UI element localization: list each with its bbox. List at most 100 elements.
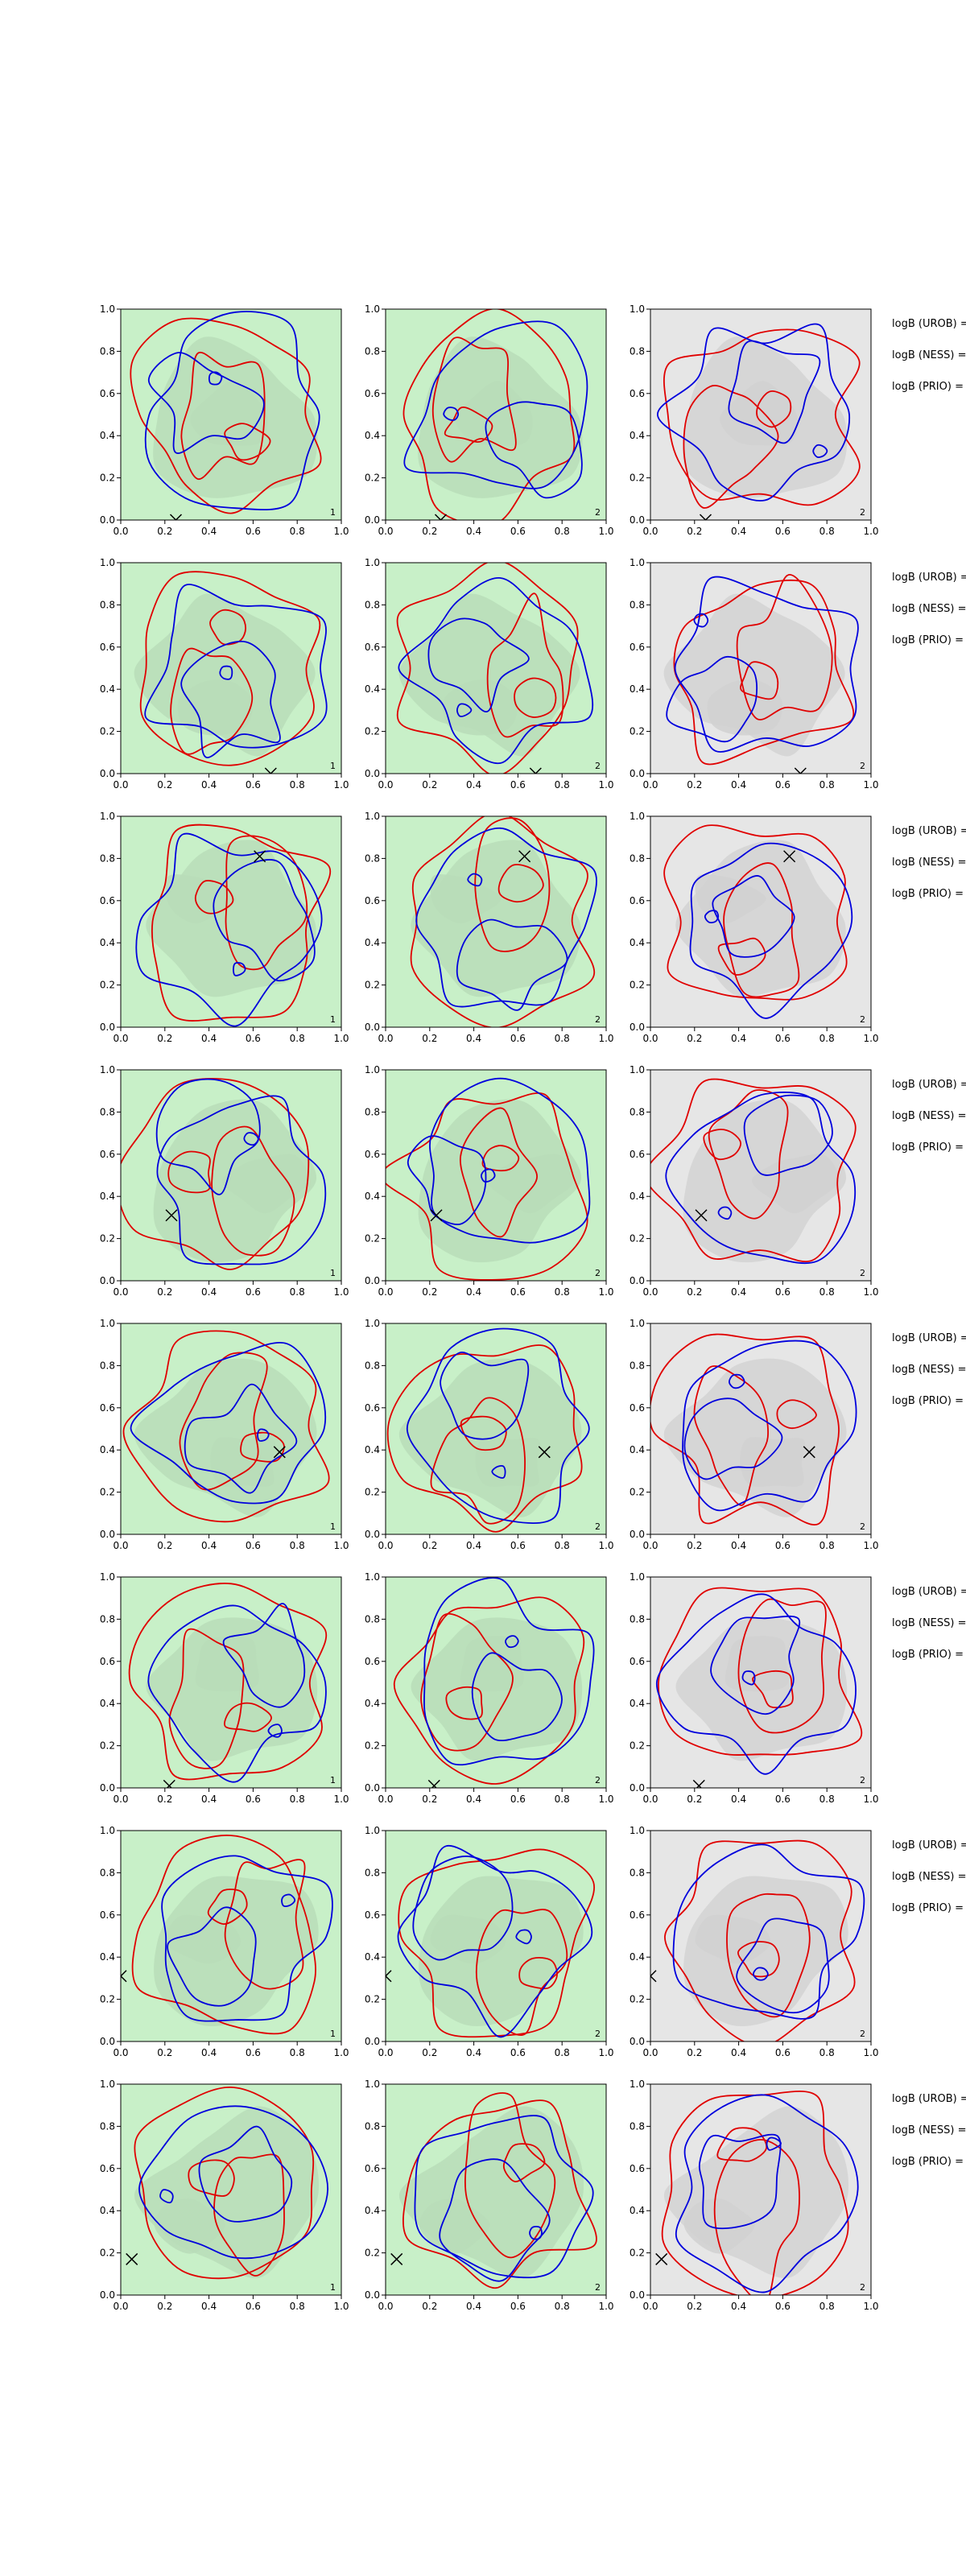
- x-tick-label: 1.0: [863, 1033, 878, 1044]
- y-tick-label: 0.6: [365, 2163, 380, 2174]
- y-tick-label: 0.4: [100, 2205, 115, 2216]
- x-marker: [783, 850, 796, 863]
- y-tick-label: 0.6: [630, 642, 645, 653]
- red-contour: [194, 880, 234, 914]
- blue-contour: [208, 371, 223, 386]
- y-tick-label: 1.0: [630, 303, 645, 315]
- blue-contour: [672, 1843, 865, 2020]
- blue-contour: [257, 1428, 270, 1442]
- y-tick-label: 0.8: [365, 1360, 380, 1371]
- y-tick-label: 0.8: [100, 599, 115, 610]
- blue-contour: [219, 665, 233, 680]
- logb-label: logB (UROB) =: [892, 1332, 966, 1344]
- x-marker: [538, 1446, 551, 1459]
- red-contour: [752, 1670, 794, 1709]
- x-marker: [803, 1446, 815, 1459]
- red-contour: [431, 336, 517, 463]
- y-tick-label: 0.4: [365, 1951, 380, 1963]
- y-tick-label: 1.0: [630, 811, 645, 822]
- x-tick-label: 0.4: [731, 2047, 746, 2058]
- y-tick-label: 0.2: [630, 1233, 645, 1245]
- x-tick-label: 0.6: [510, 2301, 526, 2312]
- panel-r5-c1: 1 0.00.0 0.2 0.2 0.4 0.4 0.6 0.6 0.8 0.8 1.0 1.0: [100, 1318, 349, 1551]
- red-contour: [121, 1078, 310, 1270]
- x-marker: [163, 1779, 175, 1788]
- axes-frame: [650, 1069, 872, 1282]
- blue-contour: [481, 1168, 496, 1183]
- x-tick-label: 0.0: [378, 2301, 393, 2312]
- y-tick-label: 0.0: [365, 2036, 380, 2047]
- axes-frame: [120, 1576, 342, 1789]
- blue-contour: [407, 1135, 487, 1225]
- y-tick-label: 0.4: [365, 1191, 380, 1202]
- logb-label: logB (UROB) =: [892, 572, 966, 584]
- x-tick-label: 0.2: [422, 1540, 437, 1551]
- red-contour: [726, 1893, 811, 2018]
- x-marker: [794, 767, 807, 774]
- y-tick-label: 1.0: [365, 1318, 380, 1329]
- y-tick-label: 0.6: [100, 895, 115, 906]
- y-tick-label: 0.8: [630, 1106, 645, 1117]
- axes-frame: [120, 2083, 342, 2296]
- x-tick-label: 0.8: [555, 2301, 570, 2312]
- y-tick-label: 0.4: [100, 1951, 115, 1963]
- panel-r1-c1: 1 0.00.0 0.2 0.2 0.4 0.4 0.6 0.6 0.8 0.8 1.0 1.0: [100, 303, 349, 537]
- logb-label: logB (UROB) =: [892, 2093, 966, 2105]
- axes-frame: [385, 1830, 607, 2042]
- y-tick-label: 0.4: [630, 1951, 645, 1963]
- x-tick-label: 1.0: [598, 1286, 613, 1298]
- x-tick-label: 0.0: [113, 779, 128, 791]
- x-tick-label: 1.0: [333, 1033, 349, 1044]
- x-marker: [121, 1970, 127, 1983]
- shaded-region: [154, 1876, 319, 2027]
- x-tick-label: 0.4: [201, 779, 217, 791]
- x-tick-label: 0.4: [466, 1540, 481, 1551]
- x-tick-label: 0.0: [378, 2047, 393, 2058]
- x-tick-label: 0.0: [113, 1794, 128, 1805]
- panel-number: 2: [860, 1775, 865, 1785]
- y-tick-label: 0.8: [100, 345, 115, 357]
- y-tick-label: 0.2: [100, 726, 115, 737]
- blue-contour: [675, 2094, 859, 2293]
- logb-label: logB (PRIO) =: [892, 1902, 964, 1914]
- y-tick-label: 0.6: [100, 1909, 115, 1921]
- axes-frame: [385, 308, 607, 521]
- x-tick-label: 1.0: [598, 1540, 613, 1551]
- y-tick-label: 0.0: [630, 1022, 645, 1033]
- red-contour: [713, 2139, 800, 2295]
- x-tick-label: 1.0: [863, 1286, 878, 1298]
- x-marker: [655, 2252, 668, 2265]
- y-tick-label: 0.0: [365, 1782, 380, 1794]
- axes-frame: [385, 1069, 607, 1282]
- blue-contour: [414, 2115, 594, 2279]
- y-tick-label: 0.0: [100, 514, 115, 526]
- red-contour: [703, 1129, 741, 1161]
- y-tick-label: 0.6: [100, 388, 115, 399]
- red-contour: [518, 1956, 558, 1990]
- red-contour: [736, 574, 833, 720]
- y-tick-label: 0.0: [630, 1529, 645, 1540]
- x-tick-label: 0.6: [510, 1033, 526, 1044]
- panel-number: 2: [595, 1268, 601, 1278]
- x-tick-label: 0.8: [555, 779, 570, 791]
- panel-r2-c2: 2 0.00.0 0.2 0.2 0.4 0.4 0.6 0.6 0.8 0.8 1.0 1.0: [365, 557, 614, 791]
- panel-r3-c3: 2 0.00.0 0.2 0.2 0.4 0.4 0.6 0.6 0.8 0.8 1.0 1.0: [630, 811, 879, 1044]
- x-tick-label: 0.4: [466, 779, 481, 791]
- red-contour: [240, 1431, 285, 1463]
- blue-contour: [144, 584, 328, 749]
- axes-frame: [120, 1069, 342, 1282]
- red-contour: [122, 1330, 330, 1523]
- panel-r8-c2: 2 0.00.0 0.2 0.2 0.4 0.4 0.6 0.6 0.8 0.8 1.0 1.0: [365, 2079, 614, 2312]
- x-tick-label: 0.0: [378, 779, 393, 791]
- x-tick-label: 0.0: [642, 526, 658, 537]
- y-tick-label: 0.8: [630, 345, 645, 357]
- blue-contour: [138, 2105, 329, 2260]
- panel-r4-c1: 1 0.00.0 0.2 0.2 0.4 0.4 0.6 0.6 0.8 0.8 1.0 1.0: [100, 1064, 349, 1298]
- logb-label: logB (PRIO) =: [892, 1649, 964, 1661]
- x-tick-label: 0.0: [642, 2047, 658, 2058]
- red-contour: [225, 835, 308, 971]
- panel-r5-c2: 2 0.00.0 0.2 0.2 0.4 0.4 0.6 0.6 0.8 0.8 1.0 1.0: [365, 1318, 614, 1551]
- x-tick-label: 1.0: [333, 2047, 349, 2058]
- x-tick-label: 0.8: [290, 1033, 305, 1044]
- logb-label: logB (NESS) =: [892, 603, 966, 615]
